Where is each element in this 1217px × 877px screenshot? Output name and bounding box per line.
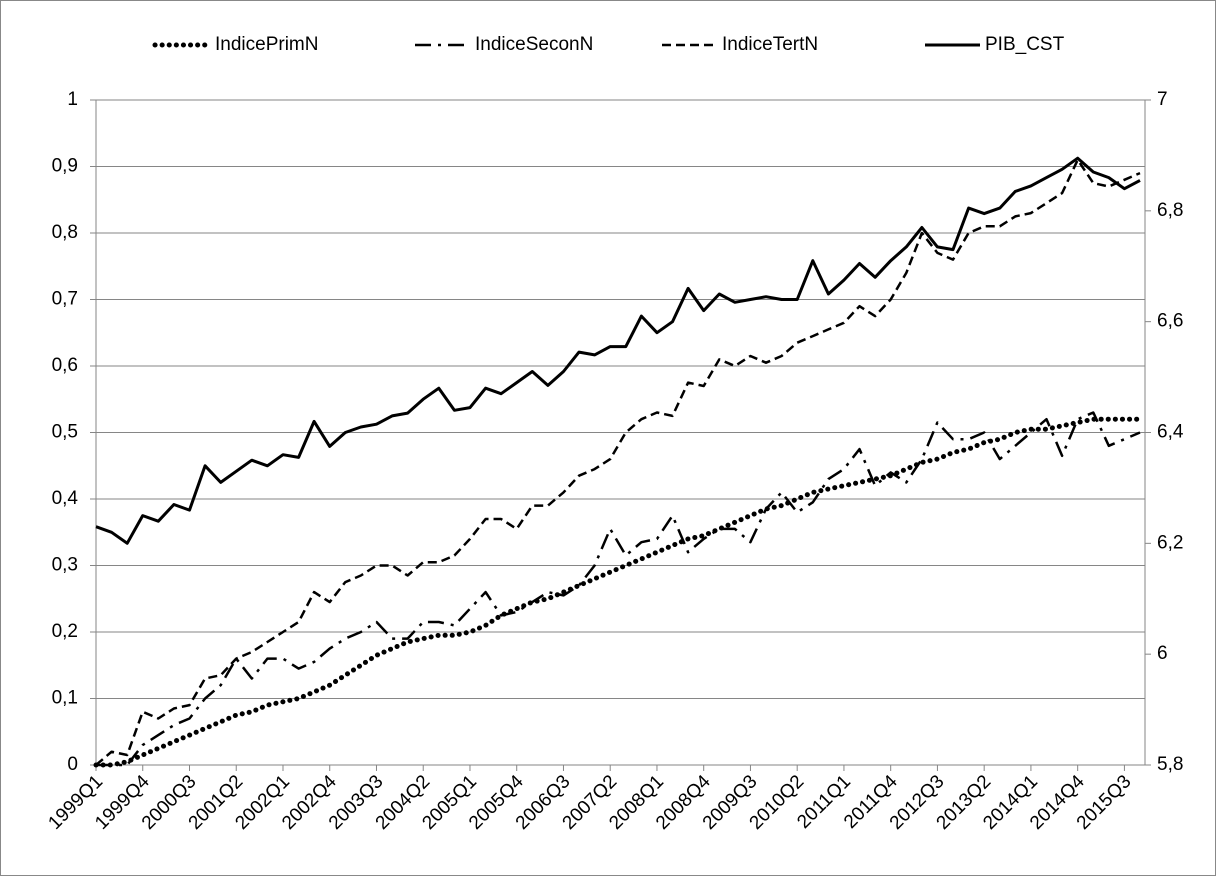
legend-label: PIB_CST xyxy=(985,34,1065,55)
y-tick-label: 0 xyxy=(67,754,78,775)
y-tick-label: 0,3 xyxy=(52,555,78,576)
y2-tick-label: 6,8 xyxy=(1157,200,1183,221)
series-line xyxy=(95,158,1141,766)
y-tick-label: 0,6 xyxy=(52,355,78,376)
y2-tick-label: 6 xyxy=(1157,643,1168,664)
y-tick-label: 0,8 xyxy=(52,222,78,243)
y2-tick-label: 6,6 xyxy=(1157,311,1183,332)
y-tick-label: 1 xyxy=(67,89,78,110)
series-line xyxy=(96,411,1141,767)
y-tick-label: 0,7 xyxy=(52,289,78,310)
y2-tick-label: 5,8 xyxy=(1157,754,1183,775)
y-tick-label: 0,1 xyxy=(52,688,78,709)
legend-label: IndicePrimN xyxy=(215,34,318,55)
y2-tick-label: 6,2 xyxy=(1157,532,1183,553)
series-line xyxy=(95,156,1141,545)
y-tick-label: 0,4 xyxy=(52,488,79,509)
y2-tick-label: 7 xyxy=(1157,89,1168,110)
legend-label: IndiceTertN xyxy=(722,34,818,55)
series-line xyxy=(93,416,1143,768)
y2-tick-label: 6,4 xyxy=(1157,422,1184,443)
y-tick-label: 0,9 xyxy=(52,156,78,177)
y-tick-label: 0,2 xyxy=(52,621,78,642)
y-tick-label: 0,5 xyxy=(52,422,78,443)
legend-label: IndiceSeconN xyxy=(475,34,593,55)
